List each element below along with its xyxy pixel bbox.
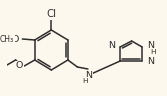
Text: N: N	[85, 70, 92, 79]
Text: N: N	[147, 58, 154, 67]
Text: Cl: Cl	[46, 9, 56, 19]
Text: N: N	[147, 41, 154, 50]
Text: N: N	[108, 41, 115, 50]
Text: H: H	[151, 49, 156, 55]
Text: H: H	[82, 78, 88, 84]
Text: O: O	[16, 62, 23, 70]
Text: CH₃: CH₃	[0, 34, 14, 43]
Text: O: O	[12, 34, 19, 43]
